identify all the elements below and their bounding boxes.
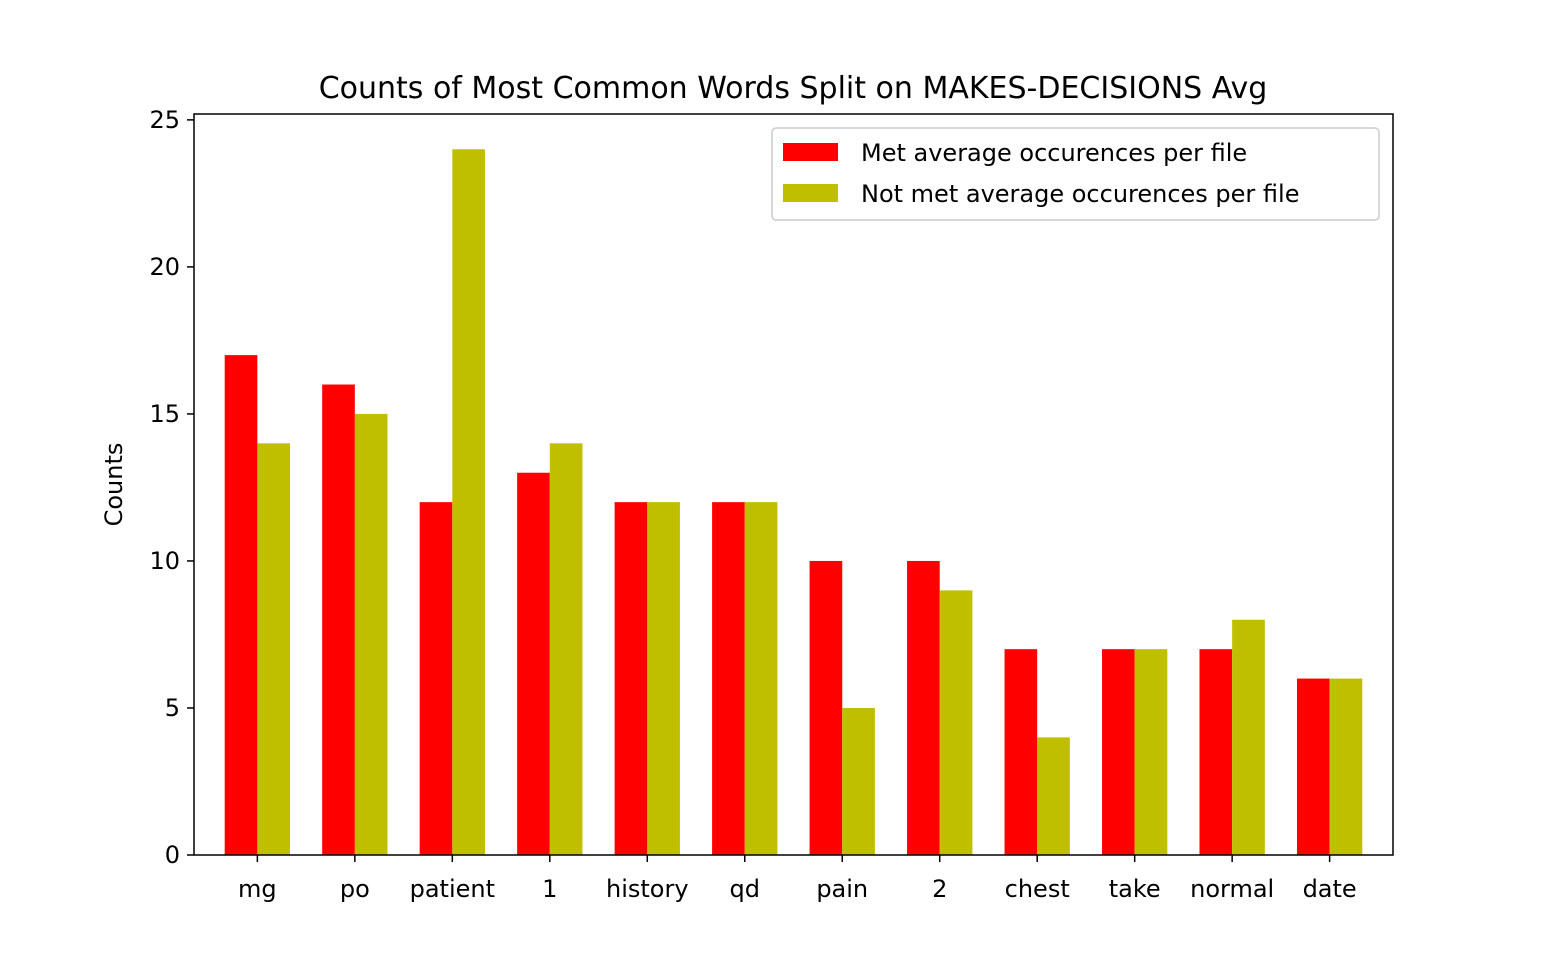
legend-label: Not met average occurences per file: [861, 180, 1299, 208]
x-tick-label-date: date: [1303, 875, 1357, 903]
bar-met-qd: [712, 502, 745, 855]
bar-not-met-normal: [1232, 619, 1265, 855]
plot-frame: [193, 113, 1394, 856]
x-tick-label-take: take: [1109, 875, 1161, 903]
y-tick-label: 0: [165, 841, 180, 869]
y-tick-label: 20: [149, 253, 180, 281]
legend-label: Met average occurences per file: [861, 139, 1247, 167]
y-axis-label: Counts: [100, 443, 128, 527]
y-tick-label: 10: [149, 547, 180, 575]
bar-not-met-patient: [452, 149, 485, 856]
bar-met-1: [517, 472, 550, 855]
legend-swatch: [783, 143, 838, 161]
x-tick-label-2: 2: [932, 875, 947, 903]
bar-met-take: [1102, 649, 1135, 855]
x-tick-label-chest: chest: [1005, 875, 1070, 903]
bar-met-po: [322, 384, 355, 855]
chart-title: Counts of Most Common Words Split on MAK…: [319, 71, 1268, 106]
x-tick-label-pain: pain: [816, 875, 868, 903]
bar-not-met-pain: [842, 707, 875, 855]
y-tick-label: 15: [149, 400, 180, 428]
bars-group: [224, 149, 1363, 856]
bar-not-met-1: [549, 443, 583, 855]
bar-not-met-date: [1329, 678, 1363, 855]
bar-not-met-2: [939, 590, 973, 855]
bar-met-normal: [1199, 649, 1233, 855]
y-tick-label: 5: [165, 694, 180, 722]
bar-met-chest: [1004, 649, 1038, 855]
x-tick-label-po: po: [340, 875, 370, 903]
y-tick-label: 25: [149, 106, 180, 134]
bar-met-pain: [809, 560, 843, 855]
bar-met-patient: [419, 502, 453, 855]
legend-swatch: [783, 184, 838, 202]
x-tick-label-history: history: [606, 875, 689, 903]
legend-box: [771, 127, 1380, 221]
bar-met-mg: [224, 355, 258, 855]
x-tick-label-normal: normal: [1190, 875, 1274, 903]
legend: Met average occurences per file Not met a…: [771, 127, 1380, 221]
x-tick-label-mg: mg: [238, 875, 277, 903]
x-tick-label-patient: patient: [410, 875, 495, 903]
y-axis: 0 5 10 15 20 25: [149, 106, 194, 869]
bar-met-date: [1296, 678, 1330, 855]
bar-not-met-mg: [257, 443, 291, 855]
bar-not-met-take: [1134, 649, 1168, 855]
bar-met-history: [614, 502, 648, 855]
x-tick-label-qd: qd: [730, 875, 760, 903]
bar-met-2: [907, 560, 940, 855]
bar-not-met-chest: [1037, 737, 1070, 855]
x-axis: mg po patient 1 history qd pain 2 chest take norma…: [238, 855, 1357, 903]
bar-not-met-qd: [744, 502, 778, 855]
bar-not-met-po: [354, 413, 388, 855]
bar-not-met-history: [647, 502, 680, 855]
x-tick-label-1: 1: [542, 875, 557, 903]
